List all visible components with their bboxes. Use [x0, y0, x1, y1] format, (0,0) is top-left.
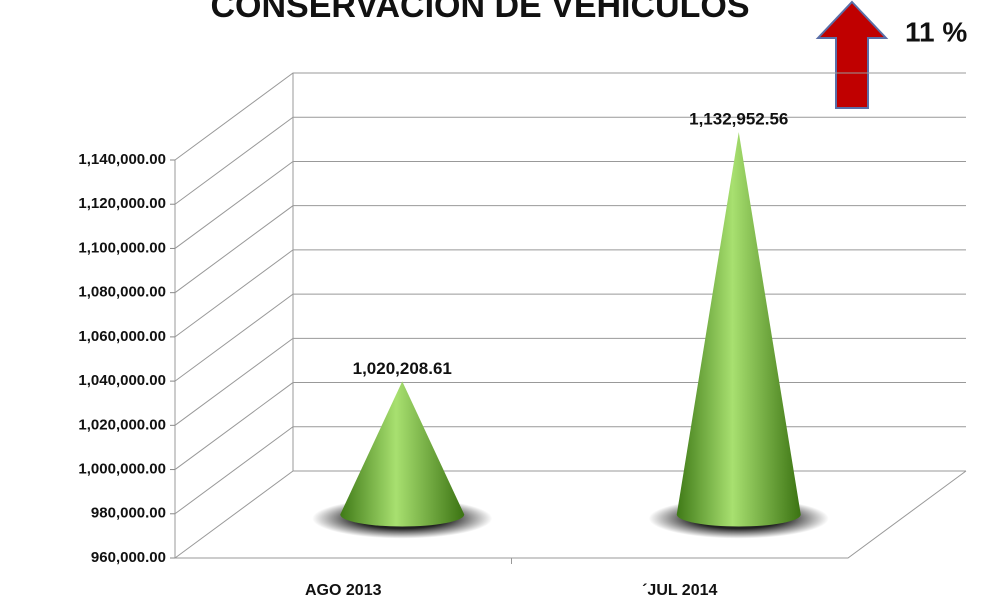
grid-line	[174, 337, 966, 426]
chart-title: CONSERVACION DE VEHICULOS	[210, 0, 749, 25]
y-tick-label: 1,140,000.00	[78, 151, 166, 168]
y-tick-label: 1,100,000.00	[78, 239, 166, 256]
grid-line	[174, 426, 966, 515]
grid-line	[174, 470, 966, 559]
x-tick-label: ´JUL 2014	[642, 582, 717, 599]
y-tick-label: 1,120,000.00	[78, 195, 166, 212]
annotation: 11 %	[905, 16, 967, 47]
grid-line	[174, 249, 966, 338]
grid-line	[174, 160, 966, 249]
floor	[175, 470, 967, 559]
cone	[340, 381, 465, 527]
grid-line	[174, 116, 966, 205]
y-tick-label: 1,020,000.00	[78, 416, 166, 433]
y-tick-label: 1,060,000.00	[78, 328, 166, 345]
x-tick-label: AGO 2013	[305, 582, 382, 599]
grid-line	[174, 382, 966, 470]
arrow-up	[815, 0, 889, 109]
y-tick-label: 1,000,000.00	[78, 461, 166, 478]
grid-line	[174, 293, 966, 382]
y-tick-label: 980,000.00	[91, 505, 166, 522]
y-tick-label: 960,000.00	[91, 549, 166, 566]
grid-line	[174, 72, 966, 161]
y-tick-label: 1,080,000.00	[78, 284, 166, 301]
y-tick-label: 1,040,000.00	[78, 372, 166, 389]
grid-line	[174, 205, 966, 294]
value-label: 1,020,208.61	[353, 359, 452, 378]
value-label: 1,132,952.56	[689, 110, 788, 129]
cone	[676, 132, 801, 527]
